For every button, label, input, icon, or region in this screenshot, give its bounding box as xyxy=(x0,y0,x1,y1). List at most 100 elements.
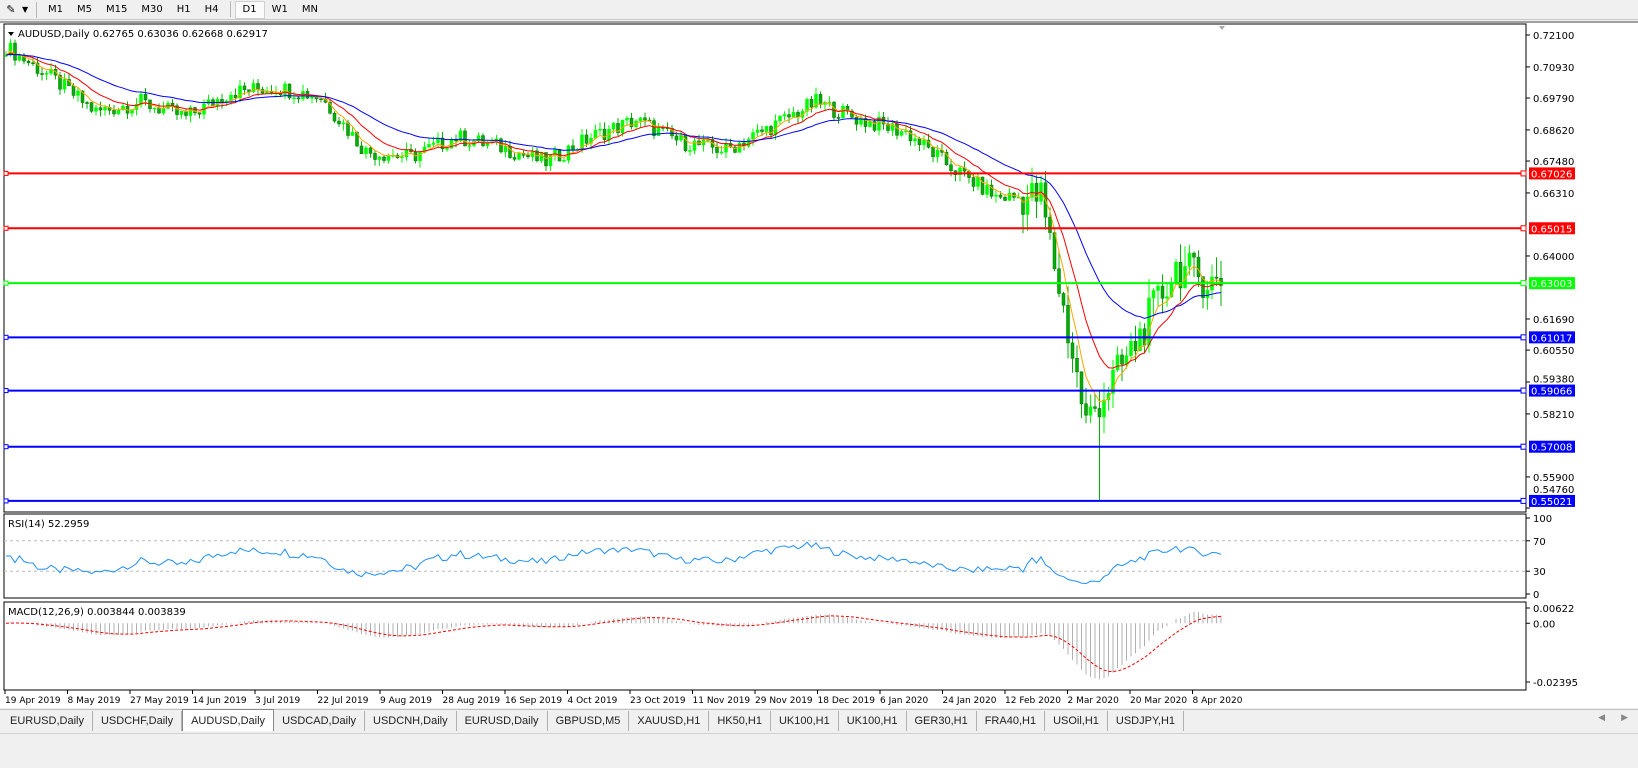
level-handle[interactable] xyxy=(3,280,9,286)
level-handle[interactable] xyxy=(3,225,9,231)
macd-pane[interactable] xyxy=(3,601,1527,691)
macd-signal-line xyxy=(5,615,1222,673)
level-price-label: 0.65015 xyxy=(1531,224,1572,235)
chart-title-arrow-icon[interactable] xyxy=(8,32,14,36)
candle-body xyxy=(121,105,125,111)
date-label: 12 Feb 2020 xyxy=(1005,696,1061,706)
level-handle[interactable] xyxy=(3,334,9,340)
tab-usdchf-daily[interactable]: USDCHF,Daily xyxy=(93,711,183,731)
drawing-tools-icon[interactable]: ✎ xyxy=(6,3,16,16)
level-handle[interactable] xyxy=(1520,225,1527,232)
candle-body xyxy=(539,152,544,161)
candle-body xyxy=(503,146,508,153)
scroll-right-icon[interactable]: ▶ xyxy=(1621,713,1628,723)
level-handle[interactable] xyxy=(1520,387,1527,394)
tab-usdjpy-h1[interactable]: USDJPY,H1 xyxy=(1108,711,1185,731)
candle-body xyxy=(1178,261,1183,289)
candle-body xyxy=(296,97,301,100)
level-price-badge xyxy=(1529,331,1575,344)
level-handle[interactable] xyxy=(3,170,9,176)
level-handle[interactable] xyxy=(1520,443,1527,450)
dropdown-arrow-icon[interactable]: ▼ xyxy=(22,5,29,14)
price-tick-label: 0.68620 xyxy=(1533,126,1574,137)
candle-body xyxy=(319,98,323,101)
candle-body xyxy=(229,95,233,102)
candle-body xyxy=(886,123,890,131)
rsi-title: RSI(14) 52.2959 xyxy=(8,519,89,530)
date-label: 4 Oct 2019 xyxy=(568,696,618,706)
level-handle[interactable] xyxy=(1520,497,1527,504)
timeframe-mn[interactable]: MN xyxy=(301,4,318,15)
timeframe-m5[interactable]: M5 xyxy=(77,4,92,15)
candle-body xyxy=(566,145,571,161)
level-handle[interactable] xyxy=(3,388,9,394)
ma-fast-line xyxy=(5,52,1222,369)
main-price-pane[interactable] xyxy=(3,23,1527,513)
chart-window[interactable]: 0.72100 0.70930 0.69790 0.68620 0.67480 0.663… xyxy=(0,21,1638,708)
tab-uk100-h1[interactable]: UK100,H1 xyxy=(839,711,907,731)
chart-canvas[interactable]: 0.72100 0.70930 0.69790 0.68620 0.67480 0.663… xyxy=(0,23,1638,710)
candle-body xyxy=(476,135,481,142)
level-handle[interactable] xyxy=(1520,334,1527,341)
candle-body xyxy=(206,99,211,105)
tab-eurusd-daily[interactable]: EURUSD,Daily xyxy=(2,711,93,731)
timeframe-m30[interactable]: M30 xyxy=(141,4,163,15)
tab-usoil-h1[interactable]: USOil,H1 xyxy=(1045,711,1108,731)
candle-body xyxy=(1205,289,1210,299)
rsi-tick-label: 100 xyxy=(1533,514,1552,525)
candle-body xyxy=(1106,393,1111,401)
tab-hk50-h1[interactable]: HK50,H1 xyxy=(709,711,771,731)
candle-body xyxy=(859,118,863,125)
candle-body xyxy=(1052,232,1057,270)
tab-gbpusd-m5[interactable]: GBPUSD,M5 xyxy=(548,711,630,731)
candle-body xyxy=(868,121,872,127)
timeframe-w1[interactable]: W1 xyxy=(271,4,288,15)
candle-body xyxy=(418,152,422,162)
date-label: 8 Apr 2020 xyxy=(1193,696,1243,706)
tab-ger30-h1[interactable]: GER30,H1 xyxy=(907,711,977,731)
candle-body xyxy=(769,126,773,136)
level-handle[interactable] xyxy=(3,498,9,504)
timeframe-m1[interactable]: M1 xyxy=(48,4,63,15)
candle-body xyxy=(913,138,917,142)
chart-shift-marker-icon[interactable] xyxy=(1219,26,1225,30)
rsi-pane[interactable] xyxy=(3,513,1527,599)
scroll-left-icon[interactable]: ◀ xyxy=(1598,713,1606,723)
level-price-label: 0.61017 xyxy=(1531,333,1572,344)
candle-body xyxy=(139,93,143,105)
level-price-badge xyxy=(1529,494,1575,507)
tab-audusd-daily[interactable]: AUDUSD,Daily xyxy=(182,709,275,731)
tab-fra40-h1[interactable]: FRA40,H1 xyxy=(977,711,1046,731)
candle-body xyxy=(517,152,521,160)
candle-body xyxy=(310,96,314,99)
timeframe-h1[interactable]: H1 xyxy=(176,4,191,15)
candle-body xyxy=(1034,183,1039,202)
level-price-badge xyxy=(1529,167,1575,180)
timeframe-d1[interactable]: D1 xyxy=(234,0,265,19)
timeframe-m15[interactable]: M15 xyxy=(106,4,128,15)
candle-body xyxy=(404,149,409,158)
candle-body xyxy=(1219,278,1223,286)
candle-body xyxy=(58,74,62,90)
candle-body xyxy=(1079,371,1084,404)
tab-usdcnh-daily[interactable]: USDCNH,Daily xyxy=(365,711,457,731)
level-handle[interactable] xyxy=(1520,170,1527,177)
candle-body xyxy=(598,128,602,131)
candle-body xyxy=(1138,328,1142,352)
timeframe-h4[interactable]: H4 xyxy=(204,4,219,15)
candle-body xyxy=(157,107,161,114)
tab-usdcad-daily[interactable]: USDCAD,Daily xyxy=(274,711,366,731)
tab-xauusd-h1[interactable]: XAUUSD,H1 xyxy=(629,711,710,731)
status-area xyxy=(0,733,1638,768)
chart-title: AUDUSD,Daily 0.62765 0.63036 0.62668 0.6… xyxy=(18,29,268,40)
tab-uk100-h1[interactable]: UK100,H1 xyxy=(771,711,839,731)
candle-body xyxy=(980,176,985,195)
candle-body xyxy=(94,107,98,112)
price-tick-label: 0.66310 xyxy=(1533,189,1574,200)
price-tick-label: 0.69790 xyxy=(1533,94,1574,105)
level-handle[interactable] xyxy=(3,444,9,450)
level-handle[interactable] xyxy=(1520,280,1527,287)
tab-eurusd-daily[interactable]: EURUSD,Daily xyxy=(457,711,548,731)
candle-body xyxy=(917,138,922,145)
macd-title: MACD(12,26,9) 0.003844 0.003839 xyxy=(8,607,186,618)
